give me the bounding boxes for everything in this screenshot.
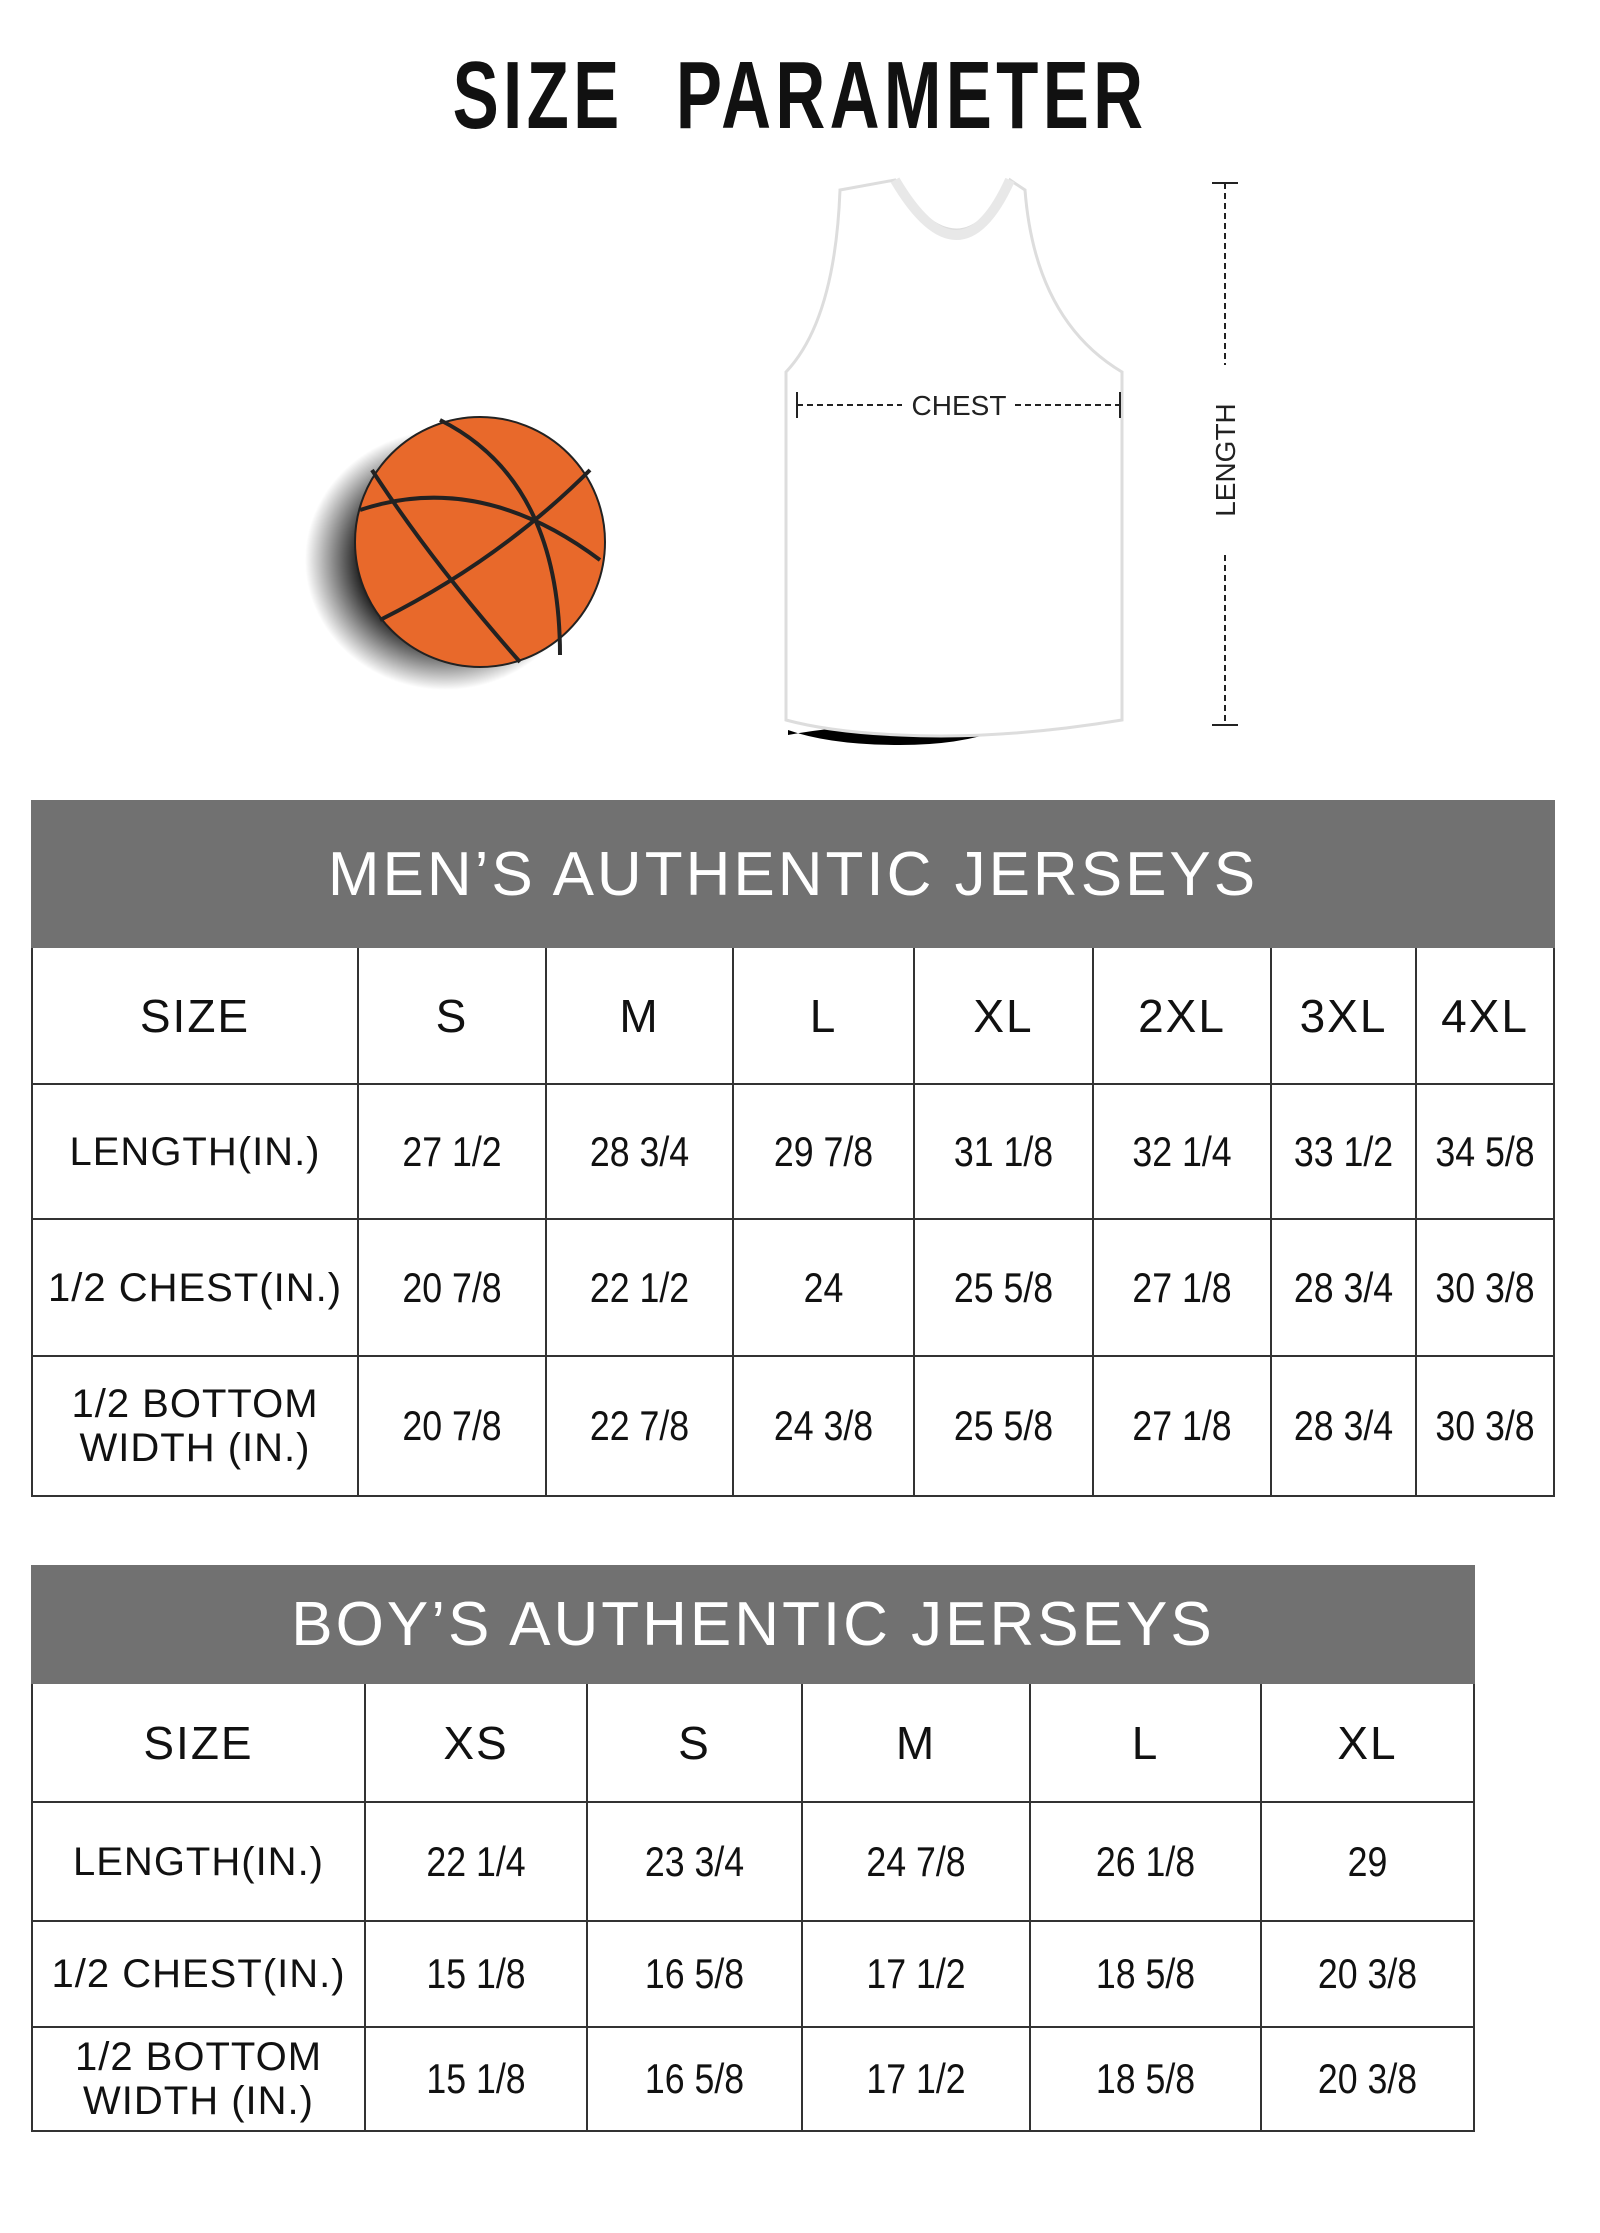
cell: 20 3/8 bbox=[1276, 1920, 1459, 2028]
header-cell: XS bbox=[364, 1682, 588, 1803]
header-cell: SIZE bbox=[31, 946, 359, 1085]
row-label: 1/2 BOTTOM WIDTH (IN.) bbox=[31, 2026, 366, 2132]
row-label: 1/2 CHEST(IN.) bbox=[31, 1218, 359, 1357]
header-cell: L bbox=[1029, 1682, 1262, 1803]
table-header-row: SIZE XS S M L XL bbox=[31, 1682, 1476, 1803]
cell: 22 7/8 bbox=[559, 1355, 720, 1497]
jersey-icon bbox=[784, 177, 1124, 745]
mens-table-title: MEN’S AUTHENTIC JERSEYS bbox=[31, 800, 1555, 948]
cell: 27 1/8 bbox=[1105, 1218, 1259, 1357]
cell: 28 3/4 bbox=[1281, 1355, 1406, 1497]
cell: 16 5/8 bbox=[602, 2026, 787, 2132]
header-cell: S bbox=[357, 946, 547, 1085]
cell: 20 3/8 bbox=[1276, 2026, 1459, 2132]
cell: 22 1/4 bbox=[380, 1801, 572, 1922]
cell: 20 7/8 bbox=[371, 1218, 533, 1357]
header-cell: XL bbox=[1259, 1682, 1476, 1803]
header-cell: L bbox=[732, 946, 915, 1085]
mens-size-table: MEN’S AUTHENTIC JERSEYS SIZE S M L XL 2X… bbox=[31, 800, 1555, 1497]
header-cell: 4XL bbox=[1415, 946, 1555, 1085]
header-cell: SIZE bbox=[31, 1682, 366, 1803]
cell: 29 7/8 bbox=[745, 1083, 902, 1220]
cell: 30 3/8 bbox=[1425, 1355, 1545, 1497]
cell: 29 bbox=[1276, 1801, 1459, 1922]
length-label: LENGTH bbox=[1210, 403, 1241, 517]
basketball-icon bbox=[305, 416, 606, 690]
length-measure bbox=[1212, 182, 1238, 726]
cell: 28 3/4 bbox=[1281, 1218, 1406, 1357]
cell: 18 5/8 bbox=[1046, 1920, 1245, 2028]
row-label: 1/2 BOTTOM WIDTH (IN.) bbox=[31, 1355, 359, 1497]
cell: 16 5/8 bbox=[602, 1920, 787, 2028]
chest-measure bbox=[796, 392, 1121, 418]
cell: 15 1/8 bbox=[380, 2026, 572, 2132]
cell: 31 1/8 bbox=[926, 1083, 1081, 1220]
cell: 33 1/2 bbox=[1281, 1083, 1406, 1220]
cell: 20 7/8 bbox=[371, 1355, 533, 1497]
cell: 22 1/2 bbox=[559, 1218, 720, 1357]
cell: 17 1/2 bbox=[818, 1920, 1014, 2028]
cell: 24 7/8 bbox=[818, 1801, 1014, 1922]
header-cell: M bbox=[801, 1682, 1031, 1803]
cell: 34 5/8 bbox=[1425, 1083, 1545, 1220]
cell: 28 3/4 bbox=[559, 1083, 720, 1220]
cell: 17 1/2 bbox=[818, 2026, 1014, 2132]
cell: 27 1/2 bbox=[371, 1083, 533, 1220]
table-row: LENGTH(IN.) 22 1/4 23 3/4 24 7/8 26 1/8 … bbox=[31, 1801, 1474, 1922]
row-label: LENGTH(IN.) bbox=[31, 1083, 359, 1220]
cell: 18 5/8 bbox=[1046, 2026, 1245, 2132]
header-cell: S bbox=[586, 1682, 803, 1803]
table-row: 1/2 CHEST(IN.) 15 1/8 16 5/8 17 1/2 18 5… bbox=[31, 1920, 1474, 2028]
table-row: 1/2 BOTTOM WIDTH (IN.) 20 7/8 22 7/8 24 … bbox=[31, 1355, 1554, 1497]
page-title: SIZE PARAMETER bbox=[452, 42, 1148, 149]
cell: 30 3/8 bbox=[1425, 1218, 1545, 1357]
header-cell: 2XL bbox=[1092, 946, 1272, 1085]
table-header-row: SIZE S M L XL 2XL 3XL 4XL bbox=[31, 946, 1555, 1085]
cell: 24 3/8 bbox=[745, 1355, 902, 1497]
row-label: LENGTH(IN.) bbox=[31, 1801, 366, 1922]
header-cell: M bbox=[545, 946, 734, 1085]
cell: 25 5/8 bbox=[926, 1355, 1081, 1497]
product-illustration: CHEST LENGTH bbox=[305, 177, 1241, 745]
cell: 24 bbox=[745, 1218, 902, 1357]
header-cell: 3XL bbox=[1270, 946, 1417, 1085]
table-row: 1/2 CHEST(IN.) 20 7/8 22 1/2 24 25 5/8 2… bbox=[31, 1218, 1554, 1357]
cell: 15 1/8 bbox=[380, 1920, 572, 2028]
table-row: 1/2 BOTTOM WIDTH (IN.) 15 1/8 16 5/8 17 … bbox=[31, 2026, 1474, 2132]
boys-table-title: BOY’S AUTHENTIC JERSEYS bbox=[30, 1565, 1476, 1684]
header-cell: XL bbox=[913, 946, 1094, 1085]
boys-size-table: BOY’S AUTHENTIC JERSEYS SIZE XS S M L XL… bbox=[30, 1565, 1476, 2132]
cell: 32 1/4 bbox=[1105, 1083, 1259, 1220]
cell: 26 1/8 bbox=[1046, 1801, 1245, 1922]
chest-label: CHEST bbox=[912, 390, 1007, 421]
cell: 23 3/4 bbox=[602, 1801, 787, 1922]
row-label: 1/2 CHEST(IN.) bbox=[31, 1920, 366, 2028]
cell: 25 5/8 bbox=[926, 1218, 1081, 1357]
cell: 27 1/8 bbox=[1105, 1355, 1259, 1497]
table-row: LENGTH(IN.) 27 1/2 28 3/4 29 7/8 31 1/8 … bbox=[31, 1083, 1554, 1220]
